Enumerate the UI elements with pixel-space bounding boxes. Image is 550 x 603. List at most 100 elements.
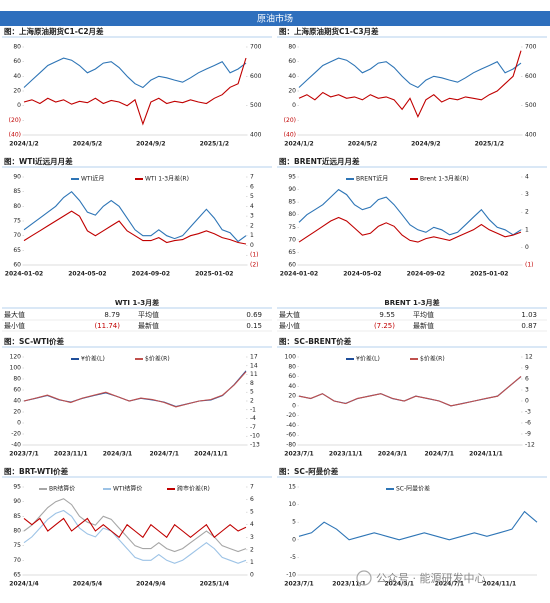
series-line — [298, 376, 522, 407]
series-line — [298, 510, 538, 541]
y2-tick-label: 2 — [525, 209, 529, 216]
y-tick-label: -80 — [286, 442, 296, 449]
y2-tick-label: 12 — [525, 354, 533, 361]
panel-title: 图：WTI近远月月差 — [4, 156, 73, 166]
stats-value: 1.03 — [521, 311, 537, 319]
y-tick-label: 80 — [13, 44, 21, 51]
x-tick-label: 2023/7/1 — [284, 451, 313, 458]
y-tick-label: 80 — [13, 203, 21, 210]
y2-tick-label: 700 — [525, 44, 537, 51]
x-tick-label: 2023/11/1 — [329, 451, 363, 458]
series-line — [23, 509, 247, 564]
header-bar — [0, 11, 550, 26]
panel-title: 图：BRT-WTI价差 — [4, 466, 69, 476]
stats-value: (11.74) — [94, 322, 120, 330]
y-tick-label: 0 — [17, 102, 21, 109]
y-tick-label: -20 — [286, 412, 296, 419]
x-tick-label: 2024/11/1 — [194, 451, 228, 458]
y2-tick-label: 400 — [525, 132, 537, 139]
series-line — [23, 370, 247, 408]
y-tick-label: -60 — [286, 432, 296, 439]
y-tick-label: 75 — [13, 218, 21, 225]
y2-tick-label: 2 — [250, 222, 254, 229]
y-tick-label: 0 — [292, 536, 296, 543]
x-tick-label: 2023/11/1 — [332, 581, 366, 588]
y-tick-label: 70 — [13, 232, 21, 239]
y-tick-label: 90 — [13, 174, 21, 181]
y2-tick-label: 4 — [525, 174, 529, 181]
x-tick-label: 2025/1/2 — [475, 141, 504, 148]
y2-tick-label: 14 — [250, 362, 258, 369]
y-tick-label: 65 — [13, 572, 21, 579]
series-line — [23, 517, 247, 539]
legend-label: WTI 1-3月差(R) — [145, 175, 189, 183]
legend-label: $价差(R) — [420, 355, 445, 363]
y-tick-label: -40 — [286, 422, 296, 429]
y-tick-label: 60 — [288, 262, 296, 269]
x-tick-label: 2024-05-02 — [68, 271, 106, 278]
y2-tick-label: 600 — [250, 73, 262, 80]
y-tick-label: 20 — [13, 409, 21, 416]
y2-tick-label: 6 — [525, 376, 529, 383]
x-tick-label: 2024/5/4 — [73, 581, 102, 588]
y2-tick-label: -6 — [525, 420, 531, 427]
stats-value: 0.87 — [521, 322, 537, 330]
legend-label: BRENT近月 — [356, 175, 388, 183]
y2-tick-label: 2 — [250, 546, 254, 553]
y2-tick-label: 17 — [250, 354, 258, 361]
x-tick-label: 2024-09-02 — [132, 271, 170, 278]
x-tick-label: 2023/11/1 — [54, 451, 88, 458]
x-tick-label: 2024/5/2 — [348, 141, 377, 148]
y2-tick-label: 4 — [250, 203, 254, 210]
y2-tick-label: -9 — [525, 431, 531, 438]
x-tick-label: 2024/3/1 — [378, 451, 407, 458]
y-tick-label: (20) — [9, 117, 21, 124]
y-tick-label: 120 — [10, 354, 22, 361]
y2-tick-label: 6 — [250, 183, 254, 190]
y2-tick-label: -4 — [250, 415, 256, 422]
x-tick-label: 2024/1/2 — [9, 141, 38, 148]
x-tick-label: 2024/1/2 — [284, 141, 313, 148]
y2-tick-label: 9 — [525, 365, 529, 372]
y-tick-label: 65 — [13, 247, 21, 254]
y2-tick-label: 500 — [525, 102, 537, 109]
x-tick-label: 2025/1/4 — [200, 581, 229, 588]
stats-value: 8.79 — [104, 311, 120, 319]
x-tick-label: 2024/3/1 — [384, 581, 413, 588]
y2-tick-label: 5 — [250, 193, 254, 200]
y2-tick-label: (1) — [250, 252, 259, 259]
y-tick-label: 80 — [13, 528, 21, 535]
y2-tick-label: -3 — [525, 409, 531, 416]
y2-tick-label: 11 — [250, 371, 258, 378]
x-tick-label: 2024/9/2 — [136, 141, 165, 148]
y-tick-label: 80 — [288, 363, 296, 370]
y-tick-label: 75 — [13, 542, 21, 549]
y2-tick-label: 0 — [525, 398, 529, 405]
y-tick-label: -5 — [290, 554, 296, 561]
x-tick-label: 2024/3/1 — [103, 451, 132, 458]
x-tick-label: 2024/5/2 — [73, 141, 102, 148]
series-line — [298, 375, 522, 407]
stats-label: 最新值 — [138, 321, 159, 330]
y-tick-label: 80 — [13, 376, 21, 383]
y-tick-label: 100 — [10, 365, 22, 372]
x-tick-label: 2023/7/1 — [284, 581, 313, 588]
x-tick-label: 2024/9/4 — [136, 581, 165, 588]
y-tick-label: -10 — [286, 572, 296, 579]
panel-title: 图：SC-WTI价差 — [4, 336, 65, 346]
y2-tick-label: 3 — [250, 534, 254, 541]
x-tick-label: 2024-05-02 — [343, 271, 381, 278]
x-tick-label: 2024/11/1 — [469, 451, 503, 458]
panel-title: 图：上海原油期货C1-C3月差 — [279, 26, 379, 36]
stats-value: 0.69 — [246, 311, 262, 319]
x-tick-label: 2024/7/1 — [424, 451, 453, 458]
y2-tick-label: 3 — [525, 191, 529, 198]
y2-tick-label: 3 — [525, 387, 529, 394]
stats-label: 平均值 — [413, 310, 434, 319]
y-tick-label: 95 — [13, 484, 21, 491]
x-tick-label: 2024/11/1 — [483, 581, 517, 588]
y2-tick-label: 0 — [525, 244, 529, 251]
y-tick-label: 75 — [288, 224, 296, 231]
y-tick-label: 65 — [288, 249, 296, 256]
